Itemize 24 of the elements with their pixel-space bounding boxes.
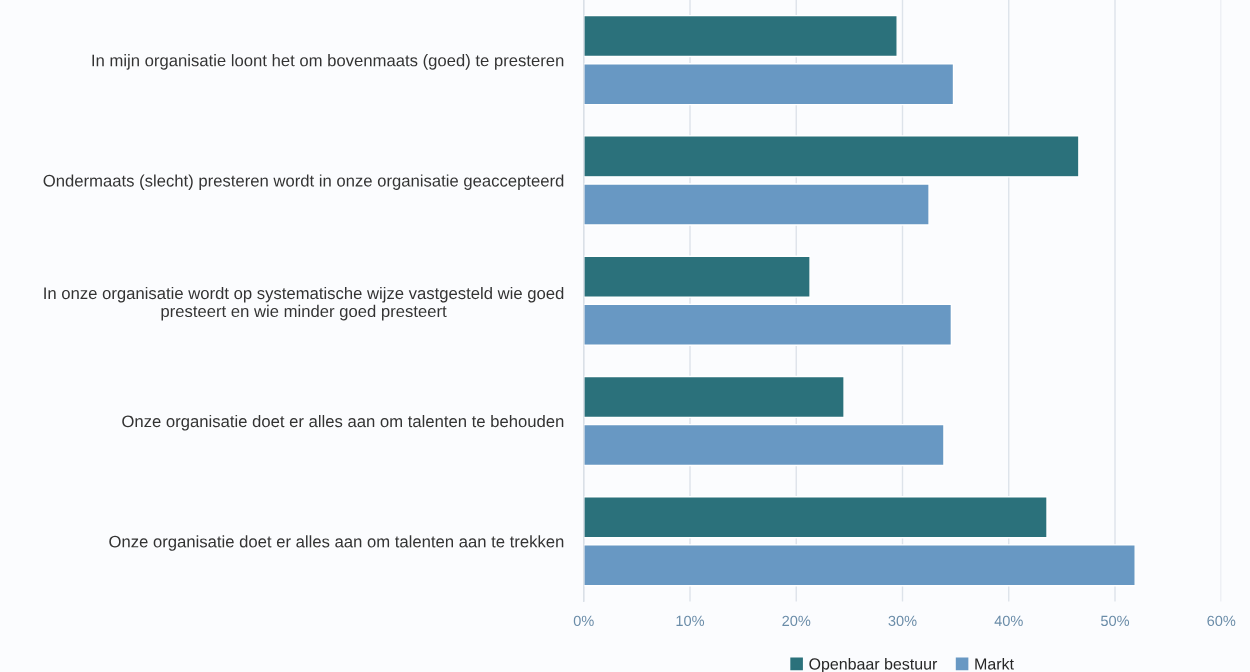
legend-label: Markt <box>975 657 1014 670</box>
bar <box>583 135 1080 178</box>
bar <box>583 375 845 419</box>
bar <box>583 14 898 58</box>
x-tick-label: 30% <box>888 615 917 627</box>
x-tick-label: 40% <box>994 615 1023 627</box>
y-tick-label: Onze organisatie doet er alles aan om talenten te behouden <box>122 414 564 431</box>
bar <box>583 255 811 298</box>
bar <box>583 423 945 467</box>
x-tick-label: 20% <box>782 615 811 627</box>
y-tick-label: In mijn organisatie loont het om bovenmaats (goed) te presteren <box>92 54 564 70</box>
y-tick-label: Ondermaats (slecht) presteren wordt in onze organisatie geaccepteerd <box>43 174 564 190</box>
x-tick-label: 60% <box>1207 615 1236 627</box>
y-tick-label: In onze organisatie wordt op systematische wijze vastgesteld wie goed presteert en wie minder goed presteert <box>44 286 564 321</box>
bar <box>583 63 955 106</box>
legend-label: Openbaar bestuur <box>809 657 938 672</box>
x-tick-label: 10% <box>676 615 705 627</box>
bar <box>583 183 930 226</box>
x-tick-label: 50% <box>1100 615 1130 627</box>
bar <box>583 544 1136 587</box>
bar <box>583 303 953 346</box>
x-tick-label: 0% <box>573 615 594 627</box>
bar <box>583 496 1048 539</box>
y-tick-label: Onze organisatie doet er alles aan om talenten aan te trekken <box>109 535 564 551</box>
